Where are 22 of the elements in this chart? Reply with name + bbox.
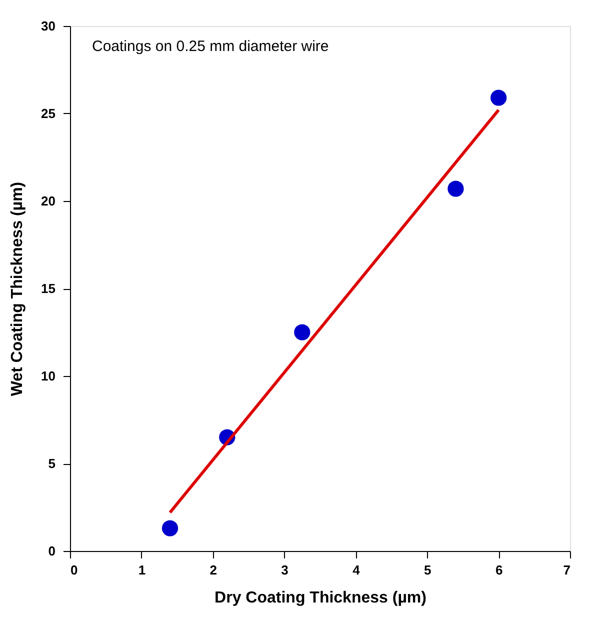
point — [490, 90, 507, 106]
x-tick-label: 4 — [352, 562, 361, 578]
y-tick-label: 20 — [41, 194, 56, 208]
x-tick-label: 2 — [210, 562, 217, 578]
x-tick-label: 3 — [281, 562, 288, 578]
x-tick-label: 6 — [495, 562, 503, 578]
y-tick-label: 5 — [48, 456, 56, 471]
x-tick-label: 5 — [424, 562, 432, 578]
point — [294, 324, 310, 340]
annotation: Coatings on 0.25 mm diameter wire — [92, 38, 329, 55]
y-tick-label: 0 — [48, 544, 56, 558]
x-tick-label: 7 — [563, 562, 570, 578]
y-tick-label: 10 — [41, 368, 56, 384]
x-tick-label: 0 — [70, 562, 78, 578]
x-axis-title: Dry Coating Thickness (µm) — [214, 590, 426, 606]
y-tick-label: 30 — [41, 18, 56, 34]
x-tick-label: 1 — [138, 562, 146, 578]
point — [162, 520, 178, 536]
y-tick-label: 15 — [41, 281, 56, 296]
y-axis-title: Wet Coating Thickness (µm) — [9, 182, 26, 396]
point — [448, 180, 464, 197]
y-tick-label: 25 — [41, 106, 56, 121]
